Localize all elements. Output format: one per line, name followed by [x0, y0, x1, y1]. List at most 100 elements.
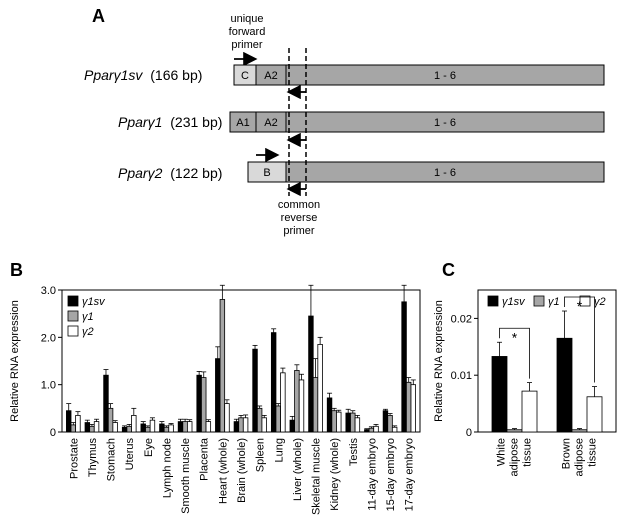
- bar: [205, 421, 212, 433]
- bar: [238, 417, 244, 433]
- forward-primer-label-3: primer: [231, 39, 263, 51]
- bar: [242, 417, 249, 433]
- plot-frame: [477, 289, 617, 433]
- y-tick-label: 0.02: [451, 313, 472, 325]
- plot-frame: [61, 289, 421, 433]
- bar: [149, 419, 156, 433]
- category-label: Brown: [561, 438, 573, 469]
- legend-swatch: [67, 295, 79, 307]
- bar: [256, 407, 263, 433]
- bar: [312, 377, 319, 433]
- significance-bracket: [499, 327, 530, 379]
- exons-1-6-1sv: [285, 64, 605, 86]
- bar: [275, 405, 281, 433]
- transcript-label-1sv: Pparγ1sv (166 bp): [84, 67, 202, 83]
- legend-label: γ1sv: [502, 296, 526, 308]
- bar: [317, 344, 323, 433]
- bar: [121, 426, 128, 433]
- bar: [219, 299, 226, 433]
- bar: [368, 427, 375, 433]
- exons-1-6-2: [285, 161, 605, 183]
- transcript-label-2: Pparγ2 (122 bp): [118, 165, 222, 181]
- bar: [168, 424, 174, 433]
- legend-label: γ1: [82, 311, 94, 323]
- bar: [107, 407, 114, 433]
- bar: [345, 412, 351, 433]
- category-label: 11-day embryo: [366, 438, 378, 511]
- bar: [382, 410, 389, 433]
- legend-label: γ1sv: [82, 296, 106, 308]
- legend-swatch: [533, 295, 545, 307]
- bar: [66, 410, 72, 433]
- category-label: 17-day embryo: [404, 438, 416, 511]
- bar: [224, 403, 230, 433]
- bar: [326, 397, 333, 433]
- bar: [586, 396, 603, 433]
- bar: [159, 423, 165, 433]
- category-label: Skeletal muscle: [311, 438, 323, 515]
- exon-label-1-6-1: 1 - 6: [434, 117, 456, 129]
- exon-label-a1: A1: [236, 117, 249, 129]
- bar: [364, 429, 370, 433]
- y-tick-label: 2.0: [41, 332, 56, 344]
- bar: [556, 337, 573, 433]
- y-tick-label: 1.0: [41, 380, 56, 392]
- exon-label-a2-1: A2: [264, 117, 277, 129]
- bar: [201, 377, 207, 433]
- bar: [145, 426, 151, 433]
- legend-label: γ2: [82, 326, 94, 338]
- legend-swatch: [487, 295, 499, 307]
- category-label: Heart (whole): [217, 438, 229, 504]
- panel-a-label: A: [92, 6, 105, 26]
- exon-label-1-6-1sv: 1 - 6: [434, 70, 456, 82]
- panel-c-label: C: [442, 260, 455, 280]
- category-label: Thymus: [87, 438, 99, 478]
- bar: [112, 422, 118, 433]
- category-label: adipose: [509, 438, 521, 477]
- bar: [140, 423, 146, 433]
- category-label: Prostate: [68, 438, 80, 479]
- panel-b-label: B: [10, 260, 23, 280]
- category-label: Spleen: [255, 438, 267, 472]
- category-label: Smooth muscle: [180, 438, 192, 514]
- legend-swatch: [579, 295, 591, 307]
- category-label: 15-day embryo: [385, 438, 397, 511]
- bar: [294, 370, 300, 433]
- bar: [410, 384, 416, 433]
- bar: [331, 410, 337, 433]
- category-label: Eye: [143, 438, 155, 457]
- category-label: tissue: [522, 438, 534, 467]
- y-axis-label: Relative RNA expression: [433, 300, 445, 422]
- exons-1-6-1: [285, 111, 605, 133]
- bar: [401, 301, 407, 433]
- bar: [89, 425, 95, 433]
- category-label: adipose: [574, 438, 586, 477]
- bar: [187, 421, 193, 433]
- bar: [336, 411, 342, 433]
- reverse-primer-label-2: reverse: [281, 212, 318, 224]
- transcript-row-1: Pparγ1 (231 bp) A1 A2 1 - 6: [118, 111, 605, 148]
- significance-bracket: [564, 296, 595, 383]
- bar: [571, 429, 588, 433]
- bar: [289, 419, 295, 433]
- y-tick-label: 0: [50, 427, 56, 439]
- legend-swatch: [67, 325, 79, 337]
- category-label: Stomach: [106, 438, 118, 481]
- category-label: Placenta: [199, 437, 211, 481]
- category-label: Brain (whole): [236, 438, 248, 503]
- category-label: Lung: [273, 438, 285, 462]
- y-tick-label: 0.01: [451, 370, 472, 382]
- bar: [177, 421, 184, 433]
- bar: [350, 412, 356, 433]
- exon-label-c: C: [241, 70, 249, 82]
- significance-star: *: [512, 329, 518, 345]
- bar: [84, 422, 91, 433]
- bar: [103, 374, 109, 433]
- bar: [354, 417, 361, 433]
- y-tick-label: 3.0: [41, 285, 56, 297]
- forward-primer-label-1: unique: [230, 13, 263, 25]
- bar: [280, 372, 286, 433]
- chart-b: 0 1.0 2.0 3.0 Relative RNA expression Prostat…: [9, 284, 421, 515]
